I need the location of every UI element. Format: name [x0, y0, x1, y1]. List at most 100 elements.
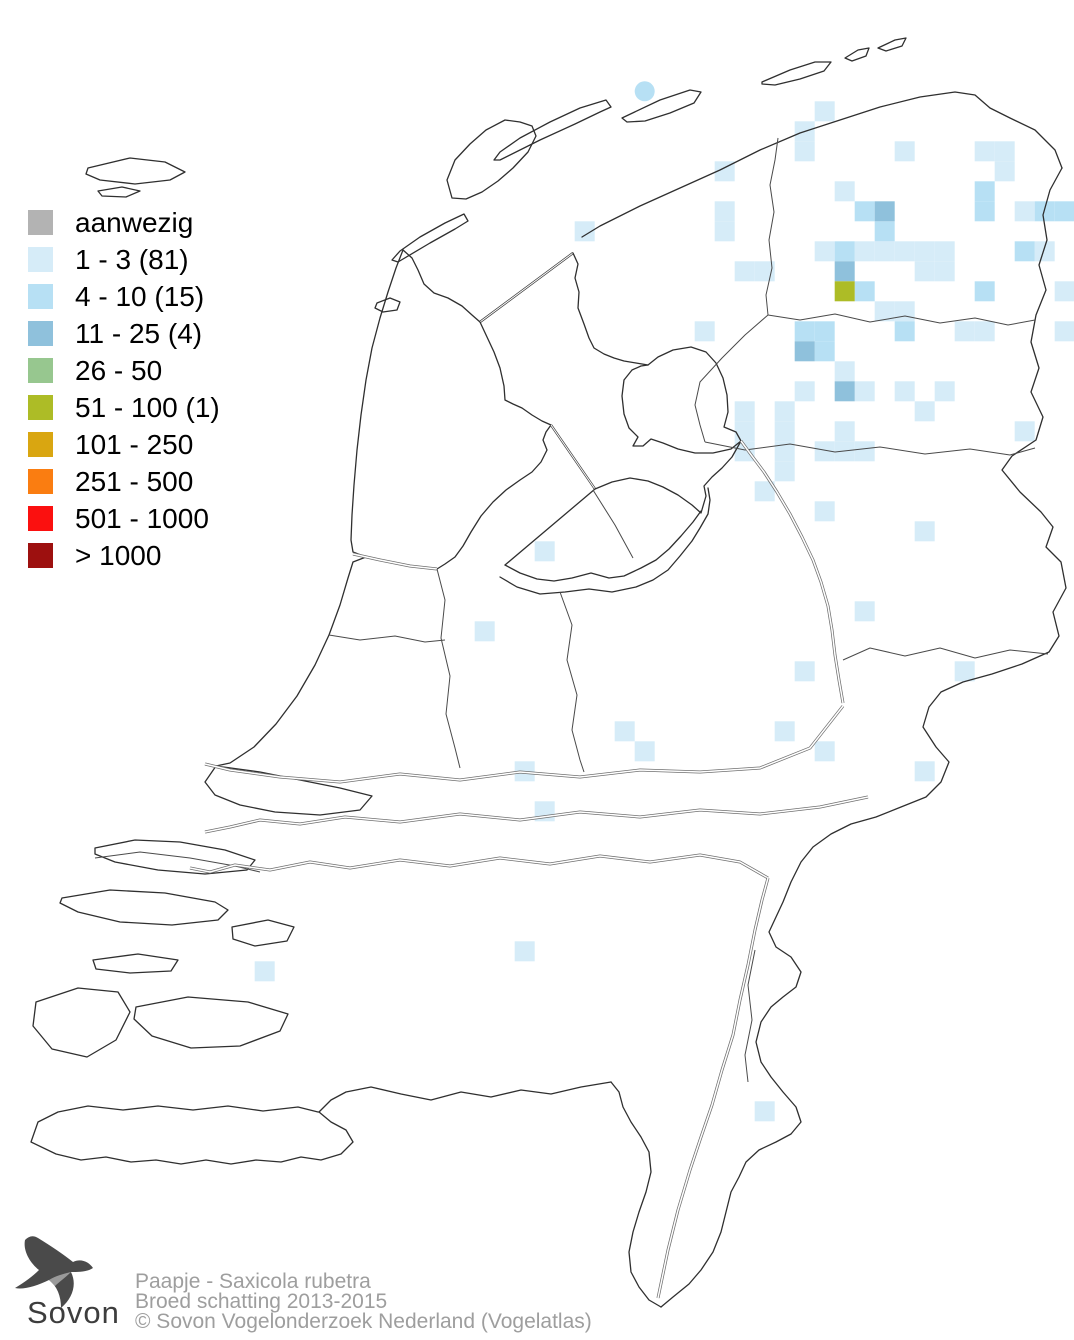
grid-cell-c1 [874, 301, 895, 322]
grid-cell-c1 [914, 241, 935, 262]
province-borders-layer [328, 137, 1049, 1083]
grid-cell-c1 [914, 261, 935, 282]
grid-cell-c1 [914, 761, 935, 782]
grid-cell-c2 [1054, 201, 1074, 222]
legend-label: 26 - 50 [75, 354, 163, 386]
grid-cell-c1 [254, 961, 275, 982]
grid-cell-c1 [714, 221, 735, 242]
grid-cell-c1 [774, 461, 795, 482]
legend-item: 501 - 1000 [28, 500, 220, 537]
grid-cell-c1 [834, 181, 855, 202]
grid-cell-c1 [774, 721, 795, 742]
legend: aanwezig 1 - 3 (81) 4 - 10 (15) 11 - 25 (4)… [28, 204, 220, 574]
grid-cell-c1 [894, 381, 915, 402]
swallow-icon [15, 1236, 93, 1308]
grid-cell-c2-round [634, 81, 655, 102]
grid-cell-c1 [734, 441, 755, 462]
grid-cell-c3 [874, 201, 895, 222]
legend-label: aanwezig [75, 206, 194, 238]
grid-cell-c1 [894, 241, 915, 262]
grid-cell-c1 [734, 401, 755, 422]
legend-item: 101 - 250 [28, 426, 220, 463]
grid-cell-c3 [834, 381, 855, 402]
legend-item: 251 - 500 [28, 463, 220, 500]
grid-cell-c1 [1014, 421, 1035, 442]
grid-cell-c1 [614, 721, 635, 742]
grid-cell-c1 [814, 101, 835, 122]
grid-cell-c2 [974, 281, 995, 302]
grid-cell-c1 [774, 401, 795, 422]
grid-cell-c1 [834, 421, 855, 442]
species-title: Paapje - Saxicola rubetra [135, 1270, 371, 1293]
grid-cell-c1 [994, 161, 1015, 182]
grid-cell-c2 [814, 321, 835, 342]
grid-cell-c1 [954, 321, 975, 342]
grid-cell-c1 [1014, 201, 1035, 222]
legend-swatch [28, 321, 53, 346]
legend-label: 101 - 250 [75, 428, 194, 460]
legend-item: aanwezig [28, 204, 220, 241]
legend-item: 51 - 100 (1) [28, 389, 220, 426]
legend-swatch [28, 432, 53, 457]
grid-cell-c1 [774, 421, 795, 442]
grid-cell-c1 [634, 741, 655, 762]
grid-cell-c1 [854, 381, 875, 402]
grid-cell-c2 [794, 321, 815, 342]
grid-cell-c1 [974, 141, 995, 162]
grid-cell-c2 [974, 201, 995, 222]
grid-cell-c3 [794, 341, 815, 362]
grid-cell-c1 [934, 261, 955, 282]
grid-cell-c1 [814, 501, 835, 522]
grid-cell-c1 [1034, 241, 1055, 262]
grid-cell-c1 [774, 441, 795, 462]
grid-cell-c1 [894, 141, 915, 162]
grid-cell-c1 [474, 621, 495, 642]
grid-cell-c1 [994, 141, 1015, 162]
grid-cell-c2 [874, 221, 895, 242]
legend-item: > 1000 [28, 537, 220, 574]
grid-cell-c2 [834, 241, 855, 262]
grid-cell-c2 [814, 341, 835, 362]
copyright-line: © Sovon Vogelonderzoek Nederland (Vogela… [135, 1310, 592, 1333]
grid-cell-c3 [834, 261, 855, 282]
grid-cell-c1 [794, 661, 815, 682]
grid-cell-c1 [734, 261, 755, 282]
legend-item: 26 - 50 [28, 352, 220, 389]
grid-cell-c1 [874, 241, 895, 262]
grid-cell-c1 [834, 361, 855, 382]
legend-label: 251 - 500 [75, 465, 194, 497]
distribution-grid-squares [254, 81, 1074, 1122]
grid-cell-c1 [914, 521, 935, 542]
grid-cell-c1 [814, 741, 835, 762]
legend-label: 4 - 10 (15) [75, 280, 205, 312]
grid-cell-c1 [934, 381, 955, 402]
grid-cell-c1 [854, 441, 875, 462]
survey-subtitle: Broed schatting 2013-2015 [135, 1290, 388, 1313]
grid-cell-c1 [754, 1101, 775, 1122]
legend-swatch [28, 210, 53, 235]
legend-item: 1 - 3 (81) [28, 241, 220, 278]
grid-cell-c1 [1054, 281, 1074, 302]
legend-label: 51 - 100 (1) [75, 391, 220, 423]
grid-cell-c1 [574, 221, 595, 242]
legend-label: 501 - 1000 [75, 502, 209, 534]
legend-swatch [28, 395, 53, 420]
grid-cell-c1 [974, 321, 995, 342]
grid-cell-c1 [734, 421, 755, 442]
legend-swatch [28, 469, 53, 494]
map-caption: Paapje - Saxicola rubetra Broed schattin… [135, 1270, 592, 1333]
legend-swatch [28, 247, 53, 272]
grid-cell-c1 [914, 401, 935, 422]
grid-cell-c1 [814, 241, 835, 262]
sovon-logo-text: Sovon [27, 1295, 120, 1330]
grid-cell-c1 [754, 481, 775, 502]
grid-cell-c1 [1054, 321, 1074, 342]
sovon-logo [15, 1236, 93, 1308]
grid-cell-c2 [1014, 241, 1035, 262]
grid-cell-c2 [854, 201, 875, 222]
grid-cell-c1 [894, 301, 915, 322]
grid-cell-c1 [854, 241, 875, 262]
legend-swatch [28, 358, 53, 383]
grid-cell-c1 [794, 381, 815, 402]
